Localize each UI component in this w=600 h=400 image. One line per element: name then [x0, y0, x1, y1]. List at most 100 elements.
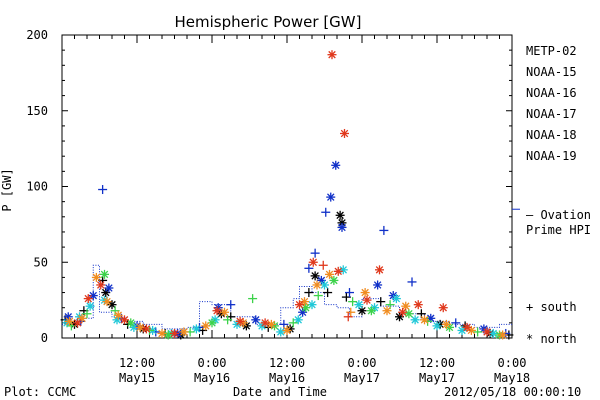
legend-item-noaa-19: NOAA-19: [526, 149, 577, 163]
footer-left: Plot: CCMC: [4, 385, 76, 399]
noaa-17-point: [207, 318, 217, 328]
series-legend: METP-02 NOAA-15 NOAA-16 NOAA-17 NOAA-18 NOAA-…: [526, 44, 591, 237]
y-tick-label: 200: [26, 28, 48, 42]
noaa-19-point: [170, 328, 179, 338]
metp-02-point: [101, 288, 111, 298]
noaa-19-point: [73, 318, 83, 328]
noaa-17-point: [288, 318, 298, 328]
y-tick-label: 150: [26, 104, 48, 118]
noaa-18-point: [441, 319, 451, 329]
noaa-19-point: [343, 312, 353, 322]
noaa-15-point: [98, 185, 108, 195]
noaa-16-point: [488, 328, 498, 338]
legend-item-noaa-17: NOAA-17: [526, 107, 577, 121]
noaa-19-point: [141, 324, 151, 334]
noaa-15-point: [298, 307, 308, 317]
noaa-18-point: [282, 325, 292, 335]
noaa-19-point: [413, 300, 423, 310]
noaa-17-point: [82, 309, 92, 319]
noaa-19-point: [327, 50, 337, 60]
noaa-17-point: [301, 303, 311, 313]
ovation-prime-hpi-line: [62, 208, 520, 330]
noaa-19-point: [318, 260, 328, 270]
legend-item-metp-02: METP-02: [526, 44, 577, 58]
noaa-19-point: [482, 327, 492, 337]
noaa-19-point: [120, 315, 129, 325]
x-tick-time-label: 12:00: [269, 356, 305, 370]
noaa-18-point: [312, 280, 322, 290]
legend-north: * north: [526, 332, 577, 346]
noaa-18-point: [91, 272, 101, 282]
metp-02-point: [395, 312, 404, 322]
x-tick-date-label: May15: [119, 371, 155, 385]
noaa-17-point: [404, 309, 414, 319]
noaa-16-point: [276, 327, 286, 337]
noaa-17-point: [313, 291, 323, 301]
x-tick-time-label: 0:00: [348, 356, 377, 370]
noaa-15-point: [407, 277, 417, 287]
legend-ovation-line1: — Ovation: [526, 208, 591, 222]
x-tick-date-label: May17: [344, 371, 380, 385]
y-tick-label: 50: [34, 255, 48, 269]
legend-ovation-line2: Prime HPI: [526, 223, 591, 237]
noaa-17-point: [163, 330, 173, 340]
noaa-16-point: [191, 324, 201, 334]
noaa-16-point: [354, 300, 364, 310]
noaa-19-point: [295, 300, 304, 310]
noaa-18-point: [300, 297, 309, 307]
footer-right: 2012/05/18 00:00:10: [444, 385, 581, 399]
noaa-19-point: [438, 303, 448, 313]
noaa-18-point: [360, 288, 370, 298]
noaa-15-point: [321, 207, 331, 217]
noaa-18-point: [135, 322, 145, 332]
x-tick-time-label: 12:00: [119, 356, 155, 370]
noaa-15-point: [373, 280, 383, 290]
x-axis-label: Date and Time: [233, 385, 327, 399]
noaa-17-point: [473, 327, 483, 337]
noaa-18-point: [65, 316, 74, 326]
legend-item-noaa-16: NOAA-16: [526, 86, 577, 100]
noaa-19-point: [333, 266, 343, 276]
noaa-15-point: [451, 318, 461, 328]
noaa-19-point: [375, 265, 384, 275]
noaa-15-point: [304, 263, 314, 273]
metp-02-point: [335, 210, 345, 220]
noaa-16-point: [432, 321, 442, 331]
plot-frame: [61, 34, 513, 339]
noaa-15-point: [379, 225, 389, 235]
noaa-15-point: [326, 192, 336, 202]
noaa-18-point: [498, 330, 508, 340]
axes-frame: [61, 34, 513, 339]
noaa-18-point: [325, 269, 334, 279]
y-tick-label: 100: [26, 180, 48, 194]
noaa-17-point: [110, 306, 120, 316]
noaa-19-point: [212, 306, 222, 316]
metp-02-point: [107, 300, 117, 310]
noaa-16-point: [457, 325, 467, 335]
noaa-19-point: [260, 318, 270, 328]
noaa-19-point: [362, 295, 372, 305]
noaa-18-point: [382, 306, 392, 316]
noaa-17-point: [348, 297, 358, 307]
noaa-19-point: [235, 316, 245, 326]
noaa-15-point: [104, 283, 114, 293]
y-tick-label: 0: [41, 331, 48, 345]
legend-south: + south: [526, 300, 577, 314]
noaa-18-point: [220, 307, 229, 317]
noaa-17-point: [366, 306, 376, 316]
metp-02-point: [376, 297, 386, 307]
noaa-16-point: [320, 280, 329, 290]
noaa-19-point: [398, 307, 408, 317]
noaa-16-point: [391, 294, 401, 304]
chart-title: Hemispheric Power [GW]: [175, 13, 362, 31]
noaa-18-point: [266, 319, 276, 329]
noaa-17-point: [223, 315, 233, 325]
noaa-18-point: [201, 321, 211, 331]
noaa-15-point: [331, 160, 341, 170]
noaa-15-point: [345, 288, 354, 298]
noaa-19-point: [308, 257, 318, 267]
noaa-19-point: [83, 294, 93, 304]
noaa-18-point: [102, 297, 112, 307]
noaa-15-point: [251, 315, 261, 325]
x-tick-date-label: May18: [494, 371, 530, 385]
